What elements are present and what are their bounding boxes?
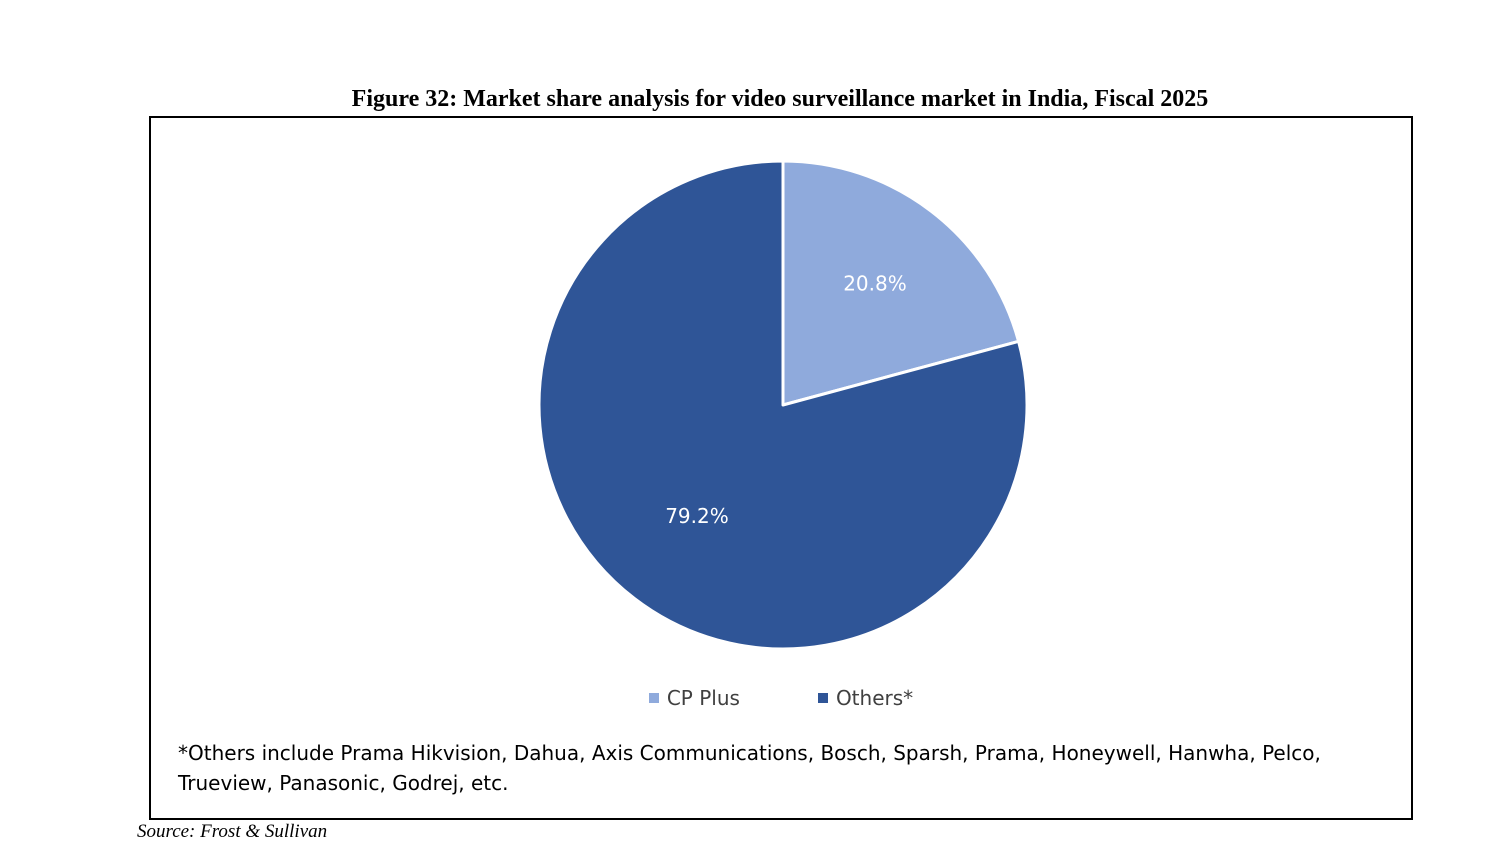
others-footnote: *Others include Prama Hikvision, Dahua, … <box>178 741 1321 795</box>
pie-label-cp-plus: 20.8% <box>843 271 907 295</box>
figure-title: Figure 32: Market share analysis for vid… <box>351 86 1209 112</box>
pie-slice-others <box>537 159 1029 651</box>
legend-item-cp-plus: CP Plus <box>648 686 740 710</box>
pie-chart: 20.8% 79.2% <box>537 159 1029 651</box>
source-note: Source: Frost & Sullivan <box>137 821 328 842</box>
pie-label-others: 79.2% <box>665 504 729 528</box>
pie-slice-cp-plus <box>781 159 1021 407</box>
chart-legend: CP Plus Others* <box>151 686 1411 710</box>
legend-item-others: Others* <box>817 686 914 710</box>
legend-swatch-cp-plus <box>648 693 659 703</box>
chart-frame: 20.8% 79.2% CP Plus Others* *Others inclu… <box>149 116 1413 820</box>
legend-label-cp-plus: CP Plus <box>666 686 740 710</box>
legend-label-others: Others* <box>835 686 914 710</box>
legend-swatch-others <box>817 693 828 703</box>
